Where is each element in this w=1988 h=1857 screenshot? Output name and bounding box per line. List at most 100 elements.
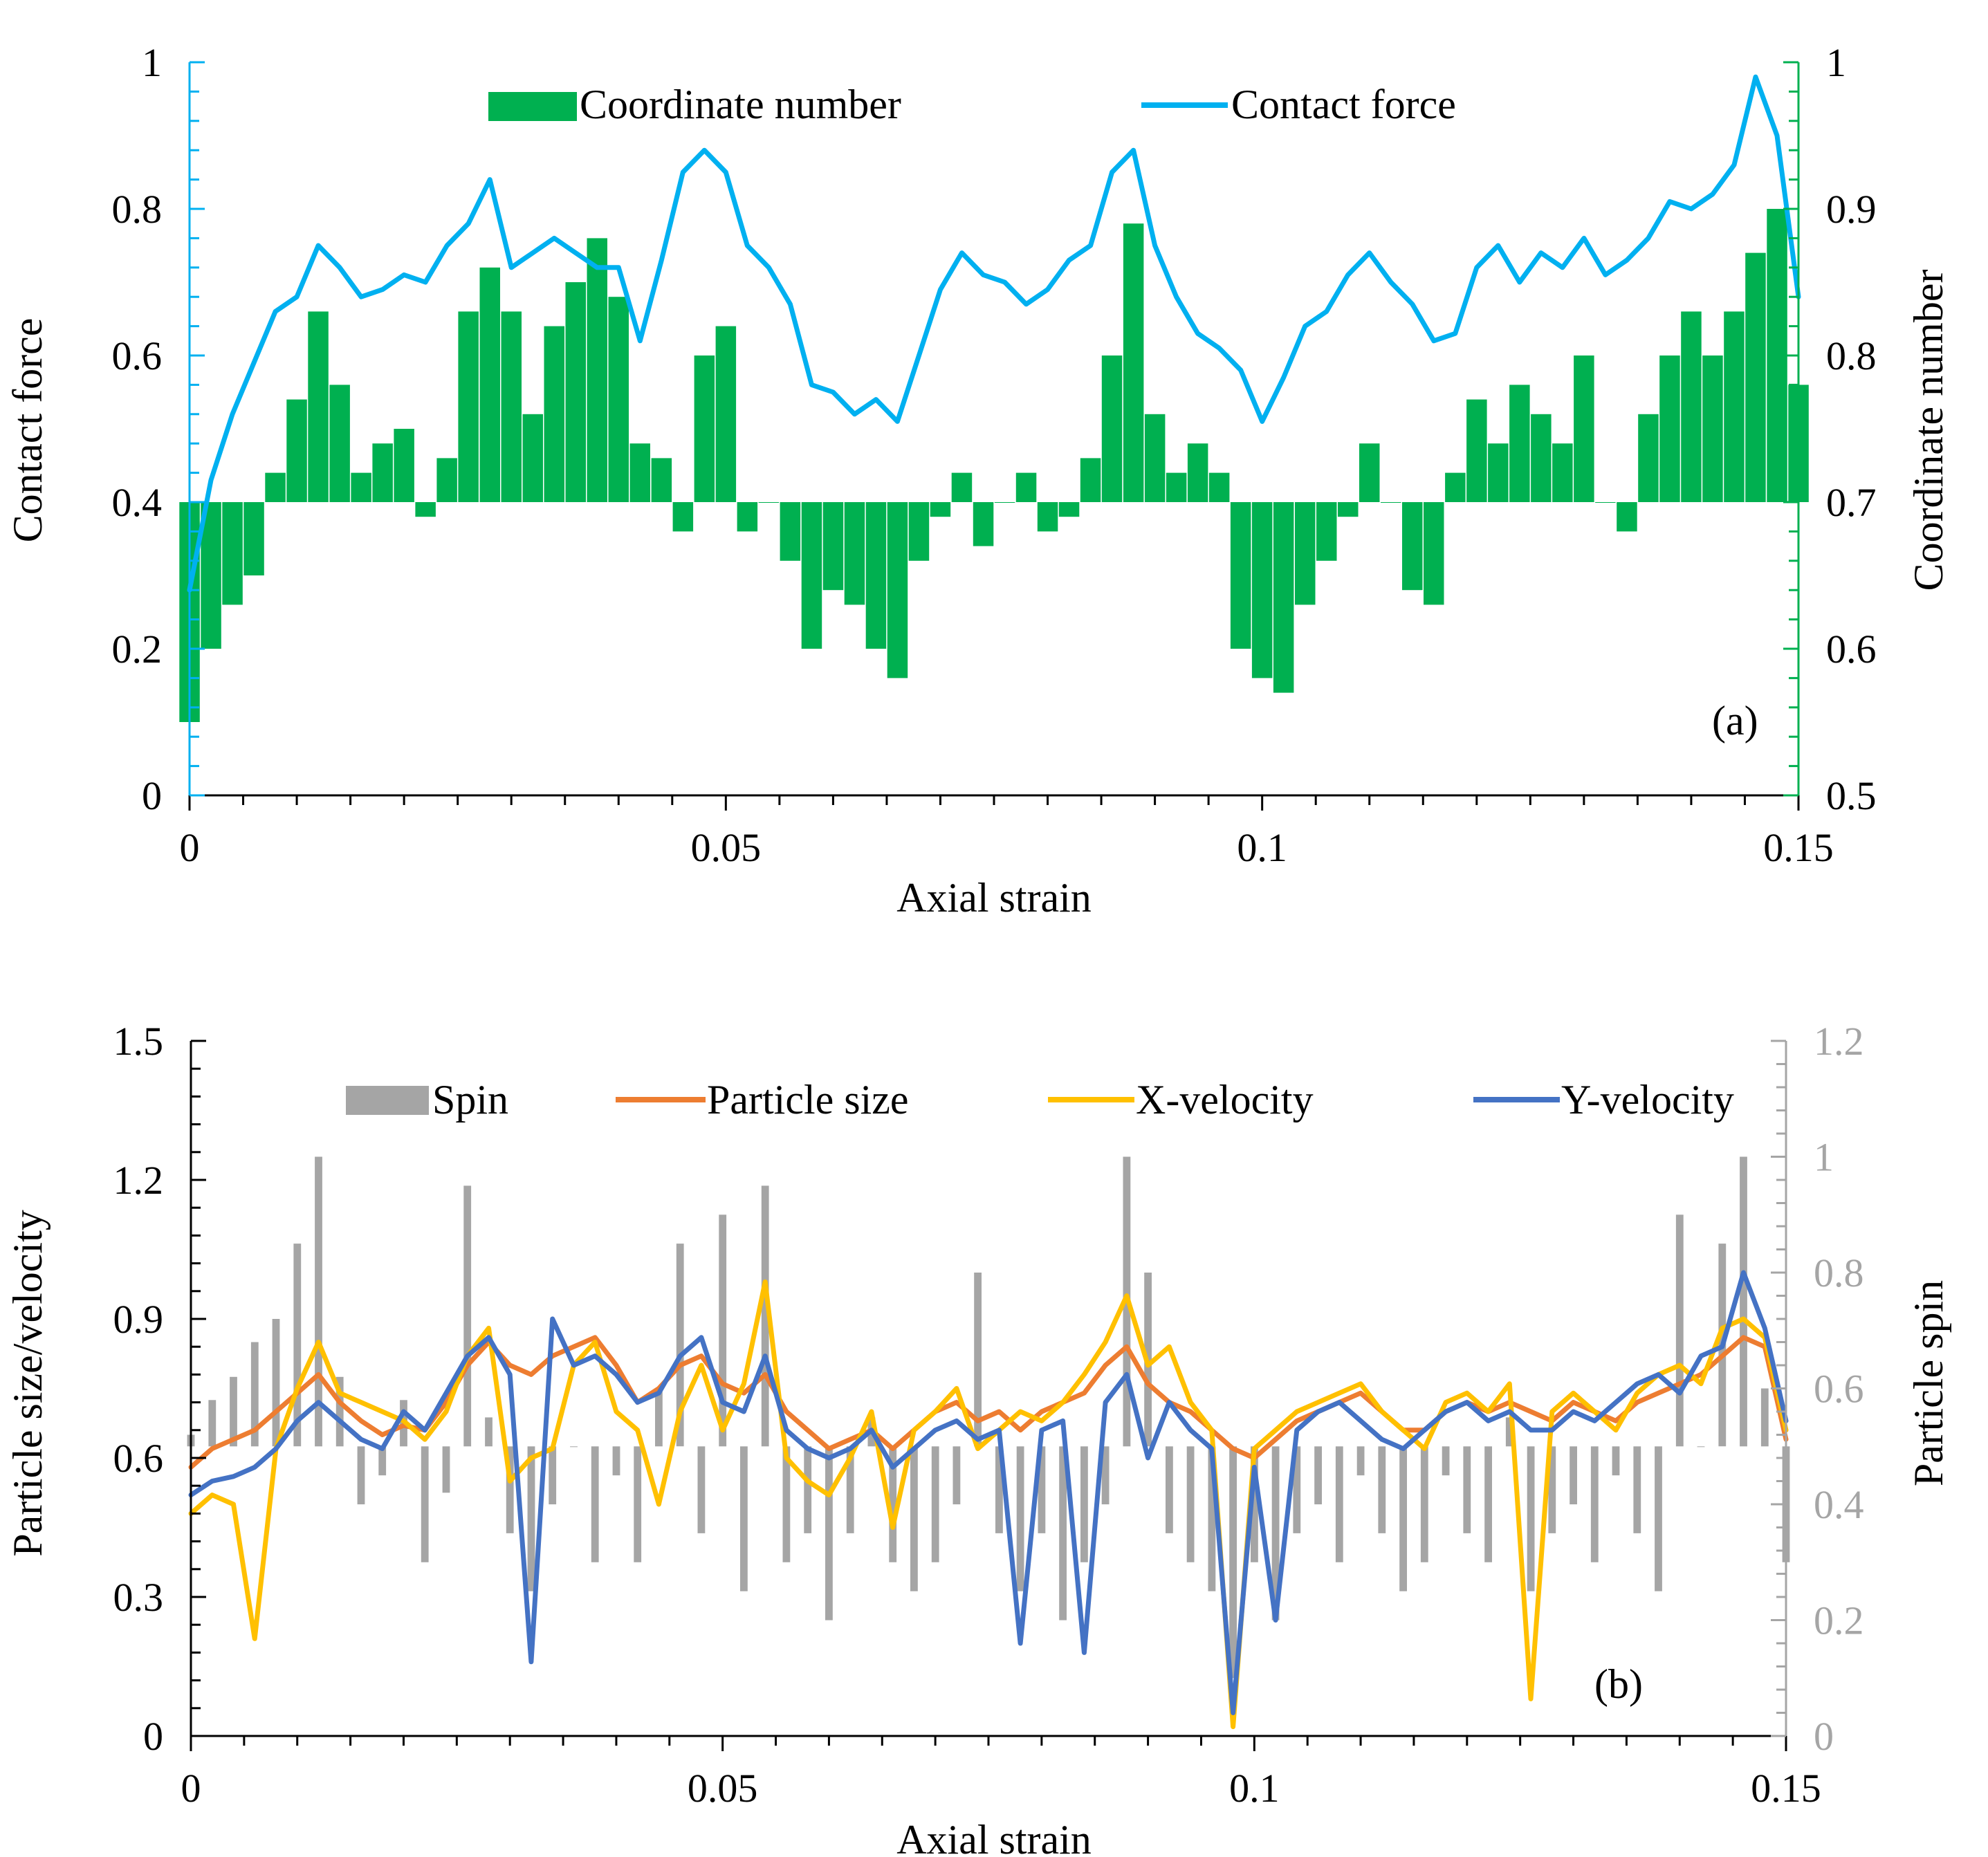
- b-bar-58: [1420, 1446, 1428, 1562]
- a-bar-16: [522, 414, 543, 502]
- b-bar-28: [782, 1446, 791, 1562]
- a-yr-tick-label-0: 0.5: [1826, 773, 1877, 818]
- b-line-y-velocity: [188, 1270, 1789, 1715]
- b-bar-20: [612, 1446, 620, 1476]
- a-bar-13: [458, 311, 479, 502]
- b-legend-label-y-velocity: Y-velocity: [1561, 1077, 1734, 1122]
- b-axes: [190, 1040, 1787, 1751]
- b-bar-18: [570, 1446, 578, 1448]
- a-bar-71: [1702, 355, 1723, 502]
- a-x-tick-label-0: 0: [180, 825, 200, 870]
- a-bar-33: [887, 502, 908, 678]
- a-legend-swatch-coordinate-number: [488, 92, 577, 121]
- b-bar-56: [1378, 1446, 1386, 1533]
- a-yl-tick-label-2: 0.4: [112, 480, 163, 525]
- a-bar-30: [822, 502, 844, 591]
- b-legend-label-x-velocity: X-velocity: [1136, 1077, 1314, 1122]
- a-bar-21: [629, 443, 650, 502]
- b-yl-tick-label-1: 0.3: [113, 1575, 164, 1620]
- a-yl-tick-label-5: 1: [142, 40, 162, 85]
- b-yl-tick-label-0: 0: [143, 1714, 163, 1759]
- a-line-contact-force: [187, 74, 1801, 593]
- a-bar-43: [1101, 355, 1123, 502]
- a-x-tick-label-3: 0.15: [1763, 825, 1834, 870]
- a-bar-18: [565, 282, 586, 502]
- a-bar-3: [243, 502, 264, 575]
- a-bar-50: [1251, 502, 1273, 678]
- b-bar-41: [1059, 1446, 1067, 1620]
- b-bar-61: [1484, 1446, 1492, 1562]
- b-bar-46: [1166, 1446, 1173, 1533]
- a-coordinate-number-bars: [179, 209, 1809, 722]
- a-bar-5: [286, 399, 307, 502]
- a-bar-9: [372, 443, 393, 502]
- b-yl-tick-label-2: 0.6: [113, 1436, 164, 1481]
- a-bar-54: [1338, 502, 1359, 517]
- a-bar-26: [737, 502, 758, 532]
- a-bar-57: [1402, 502, 1423, 591]
- a-legend-label-contact-force: Contact force: [1231, 82, 1456, 127]
- b-bar-70: [1675, 1214, 1684, 1447]
- a-xlabel: Axial strain: [896, 875, 1092, 921]
- a-bar-61: [1488, 443, 1509, 502]
- a-bar-66: [1595, 502, 1616, 503]
- b-bar-60: [1463, 1446, 1471, 1533]
- b-bar-23: [676, 1244, 684, 1447]
- a-bar-44: [1123, 223, 1144, 502]
- a-contact-force-line: [187, 74, 1801, 593]
- b-bar-43: [1101, 1446, 1110, 1505]
- b-bar-40: [1038, 1446, 1046, 1533]
- b-bar-64: [1548, 1446, 1556, 1533]
- a-bar-10: [394, 429, 414, 502]
- a-bar-45: [1144, 414, 1166, 502]
- b-bar-68: [1633, 1446, 1641, 1533]
- b-bar-5: [293, 1244, 302, 1447]
- b-bar-4: [272, 1319, 280, 1447]
- a-tick-labels: 0 0.05 0.1 0.15 0 0.2 0.4 0.6 0.8 1 0.5 0.6 0.7 0.8 0.…: [112, 40, 1877, 870]
- b-bar-49: [1229, 1446, 1237, 1679]
- b-bar-3: [250, 1342, 259, 1447]
- a-bar-35: [930, 502, 951, 517]
- a-bar-41: [1058, 502, 1080, 517]
- a-bar-56: [1381, 502, 1401, 503]
- b-yr-tick-label-5: 1: [1814, 1135, 1834, 1180]
- b-bar-24: [697, 1446, 706, 1533]
- b-bar-36: [952, 1446, 961, 1505]
- a-ylabel-right: Coordinate number: [1906, 270, 1951, 591]
- a-bar-60: [1466, 399, 1487, 502]
- a-bar-34: [908, 502, 930, 561]
- b-bar-14: [485, 1417, 493, 1447]
- a-bar-14: [479, 267, 500, 502]
- b-bar-16: [527, 1446, 535, 1591]
- a-yl-tick-label-1: 0.2: [112, 627, 163, 672]
- b-bar-22: [655, 1388, 663, 1447]
- a-bar-70: [1681, 311, 1702, 502]
- b-line-x-velocity: [188, 1279, 1789, 1730]
- b-x-tick-label-3: 0.15: [1751, 1766, 1821, 1811]
- a-yr-tick-label-3: 0.8: [1826, 333, 1877, 378]
- b-bar-30: [825, 1446, 833, 1620]
- b-yr-tick-label-6: 1.2: [1814, 1019, 1864, 1064]
- b-yl-tick-label-5: 1.5: [113, 1019, 164, 1064]
- a-yl-tick-label-4: 0.8: [112, 187, 163, 232]
- a-bar-69: [1659, 355, 1680, 502]
- a-yl-tick-label-0: 0: [142, 773, 162, 818]
- b-panel-label: (b): [1594, 1661, 1643, 1707]
- b-bar-47: [1186, 1446, 1195, 1562]
- a-bar-23: [672, 502, 694, 532]
- b-x-tick-label-1: 0.05: [688, 1766, 758, 1811]
- a-yl-tick-label-3: 0.6: [112, 333, 163, 378]
- b-bar-7: [335, 1376, 344, 1447]
- b-bar-52: [1293, 1446, 1301, 1533]
- a-bar-8: [351, 472, 371, 502]
- a-bar-32: [865, 502, 887, 649]
- a-bar-55: [1359, 443, 1380, 502]
- a-bar-64: [1552, 443, 1573, 502]
- b-bar-74: [1760, 1388, 1769, 1447]
- a-bar-36: [951, 472, 973, 502]
- b-bar-37: [974, 1273, 982, 1447]
- a-legend-label-coordinate-number: Coordinate number: [580, 82, 901, 127]
- b-bar-42: [1080, 1446, 1088, 1562]
- b-bar-26: [740, 1446, 748, 1591]
